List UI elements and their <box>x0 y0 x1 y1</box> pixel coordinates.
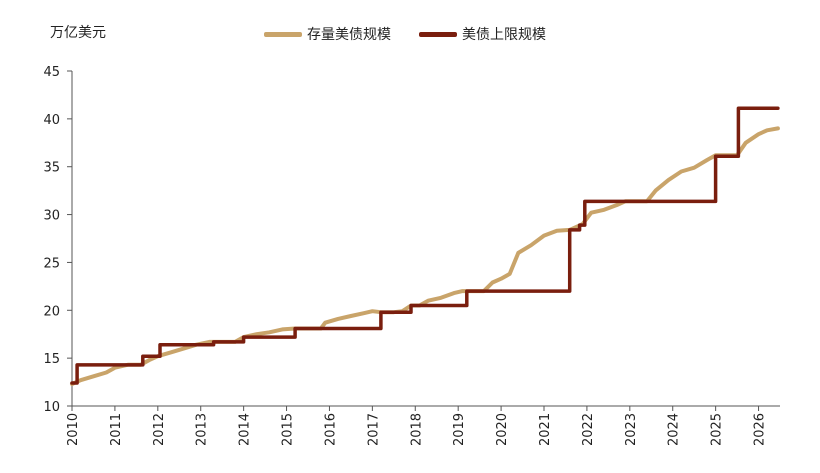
x-tick-label: 2012 <box>152 413 167 446</box>
x-tick-label: 2021 <box>538 413 553 446</box>
x-tick-label: 2011 <box>109 413 124 446</box>
y-tick-label: 40 <box>43 113 60 128</box>
series-line-debt-ceiling <box>70 106 780 385</box>
y-tick-label: 30 <box>43 209 60 224</box>
y-unit-label: 万亿美元 <box>50 25 106 41</box>
chart-legend: 存量美债规模 美债上限规模 <box>264 24 574 44</box>
x-tick-label: 2013 <box>195 413 210 446</box>
x-tick-label: 2023 <box>624 413 639 446</box>
x-tick-label: 2024 <box>667 413 682 446</box>
y-tick-label: 15 <box>43 352 60 367</box>
series-layer <box>70 106 780 386</box>
x-tick-label: 2025 <box>710 413 725 446</box>
x-tick-label: 2015 <box>281 413 296 446</box>
x-tick-label: 2017 <box>366 413 381 446</box>
y-tick-label: 35 <box>43 161 60 176</box>
legend-label-debt-ceiling: 美债上限规模 <box>462 27 546 43</box>
x-tick-label: 2020 <box>495 413 510 446</box>
legend-item-outstanding-debt: 存量美债规模 <box>264 24 391 44</box>
x-tick-label: 2014 <box>238 413 253 446</box>
y-tick-label: 20 <box>43 304 60 319</box>
x-tick-label: 2018 <box>409 413 424 446</box>
y-tick-label: 25 <box>43 256 60 271</box>
x-tick-label: 2022 <box>581 413 596 446</box>
legend-swatch-debt-ceiling <box>419 31 457 37</box>
y-tick-label: 45 <box>43 65 60 80</box>
legend-swatch-outstanding-debt <box>264 31 302 37</box>
legend-item-debt-ceiling: 美债上限规模 <box>419 24 546 44</box>
x-tick-label: 2010 <box>66 413 81 446</box>
x-tick-label: 2026 <box>753 413 768 446</box>
y-tick-label: 10 <box>43 400 60 415</box>
x-tick-label: 2019 <box>452 413 467 446</box>
legend-label-outstanding-debt: 存量美债规模 <box>307 27 391 43</box>
x-tick-label: 2016 <box>323 413 338 446</box>
